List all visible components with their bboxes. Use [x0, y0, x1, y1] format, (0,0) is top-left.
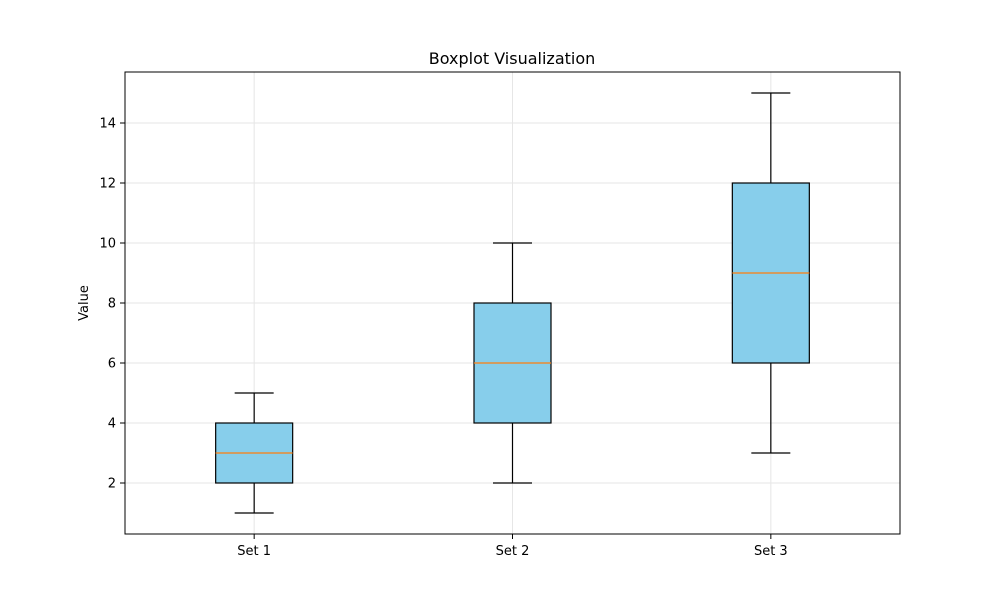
box-1 — [215, 392, 294, 514]
y-tick-label: 12 — [99, 177, 116, 192]
y-axis-label: Value — [77, 285, 92, 321]
y-tick-label: 14 — [99, 117, 116, 132]
x-tick-label: Set 1 — [237, 544, 271, 559]
y-tick-label: 10 — [99, 237, 116, 252]
box-2 — [473, 242, 552, 484]
tick-layer: 2 4 6 8 10 12 14 Set 1 Set 2 Set 3 — [99, 117, 787, 560]
x-tick-label: Set 2 — [496, 544, 530, 559]
y-tick-label: 2 — [108, 477, 116, 492]
chart-title: Boxplot Visualization — [429, 49, 596, 68]
y-tick-label: 8 — [108, 297, 116, 312]
x-tick-label: Set 3 — [754, 544, 788, 559]
y-tick-label: 4 — [108, 417, 116, 432]
box-3 — [731, 92, 810, 454]
y-tick-label: 6 — [108, 357, 116, 372]
box-layer — [215, 92, 810, 514]
